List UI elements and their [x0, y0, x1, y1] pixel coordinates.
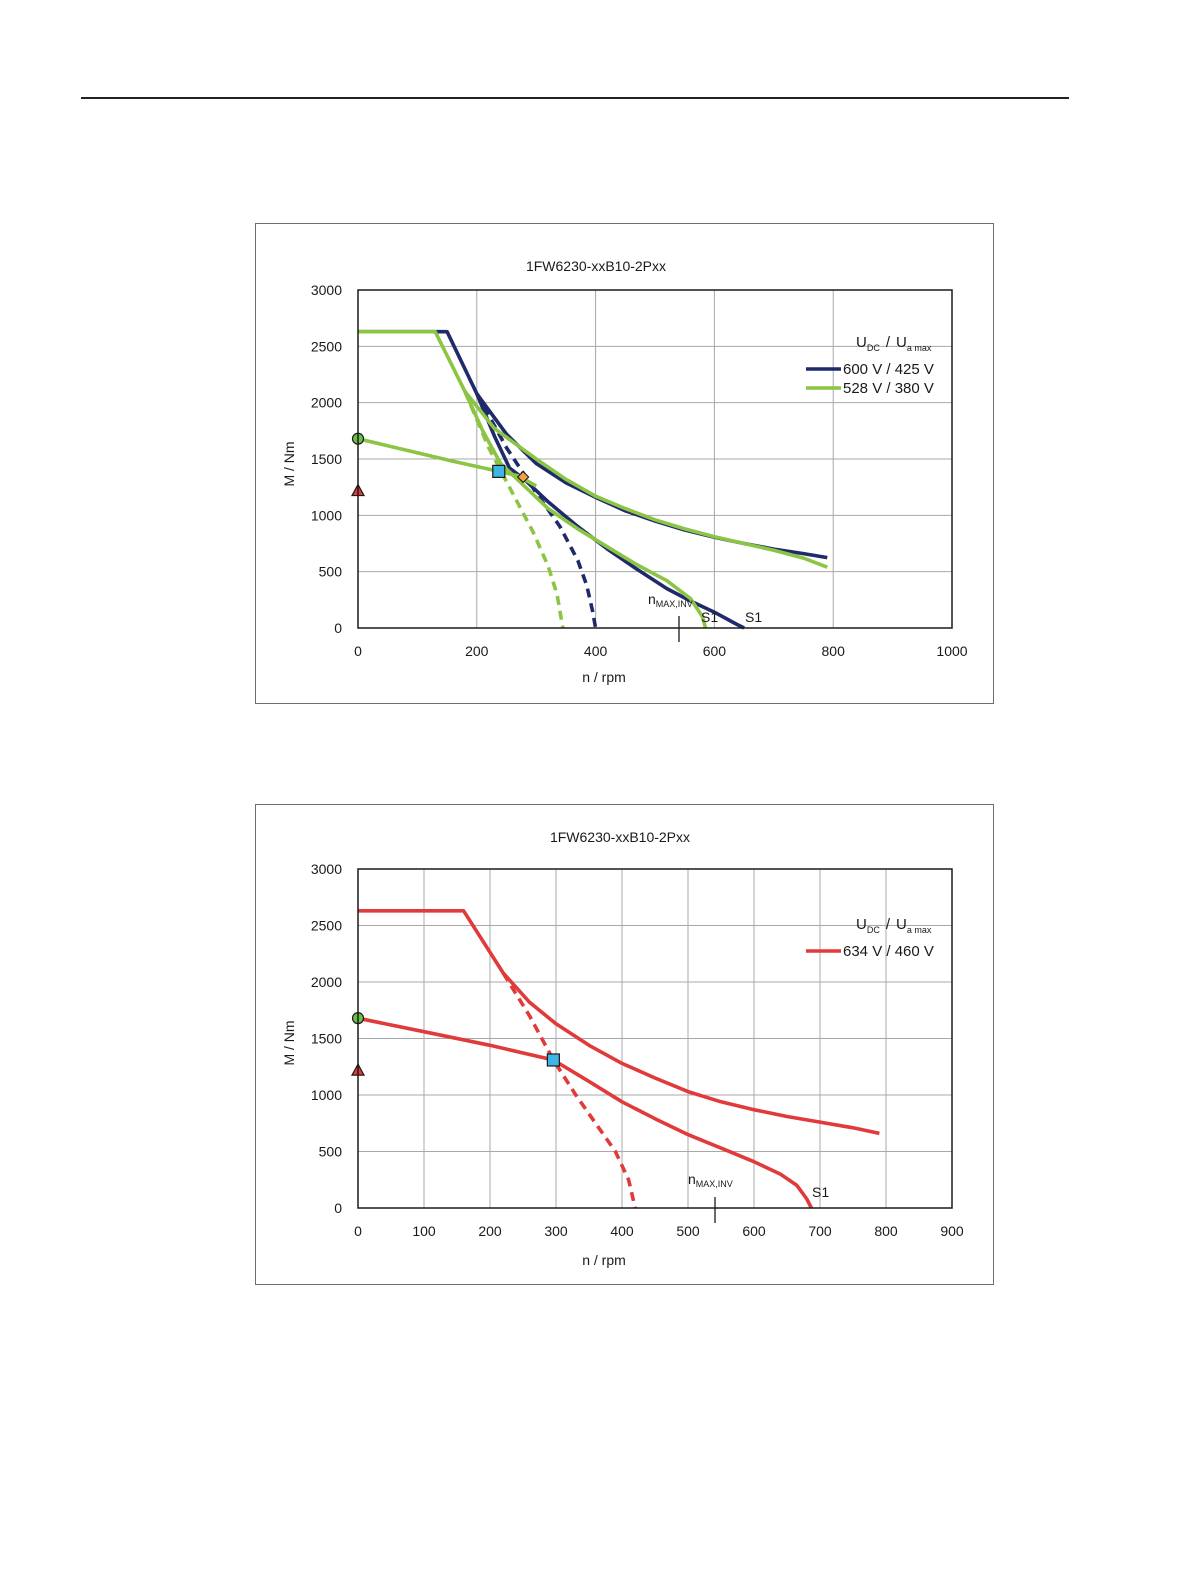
legend-entry: 600 V / 425 V: [843, 361, 934, 378]
y-tick-label: 1500: [311, 451, 342, 467]
y-tick-label: 3000: [311, 282, 342, 298]
x-axis-label: n / rpm: [582, 669, 626, 685]
y-tick-label: 3000: [311, 861, 342, 877]
series-layer: [357, 329, 828, 630]
x-tick-label: 500: [676, 1223, 700, 1239]
y-tick-label: 500: [319, 1144, 343, 1160]
series-line-5: [463, 390, 565, 629]
x-tick-label: 700: [808, 1223, 832, 1239]
chart-1-svg: 1FW6230-xxB10-2Pxx 0 200 400 600 800 1000 0 50…: [281, 258, 968, 685]
x-tick-label: 800: [822, 643, 846, 659]
series-line-3: [358, 329, 828, 569]
torque-speed-chart-1: 1FW6230-xxB10-2Pxx 0 200 400 600 800 1000 0 50…: [255, 223, 994, 704]
y-tick-label: 2500: [311, 338, 342, 354]
series-line-1: [357, 1016, 814, 1209]
series-line-0: [358, 909, 880, 1136]
legend-header: UDC / Ua max: [856, 916, 932, 935]
torque-speed-chart-2: 1FW6230-xxB10-2Pxx 0 100 200 300 400 500 600 70…: [255, 804, 994, 1285]
legend-entry: 528 V / 380 V: [843, 380, 934, 397]
diamond-marker: [516, 470, 530, 484]
x-tick-labels: 0 200 400 600 800 1000: [354, 643, 968, 659]
series-line-2: [475, 392, 598, 629]
y-tick-label: 1000: [311, 1087, 342, 1103]
y-axis-label: M / Nm: [281, 441, 297, 486]
x-tick-labels: 0 100 200 300 400 500 600 700 800 900: [354, 1223, 964, 1239]
series-line-0: [358, 329, 828, 560]
y-tick-label: 2000: [311, 974, 342, 990]
y-tick-label: 2000: [311, 395, 342, 411]
legend: UDC / Ua max 634 V / 460 V: [806, 916, 934, 960]
legend-header: UDC / Ua max: [856, 334, 932, 353]
chart-title: 1FW6230-xxB10-2Pxx: [550, 829, 690, 845]
y-tick-label: 500: [319, 564, 343, 580]
header-rule: [81, 97, 1069, 99]
x-tick-label: 0: [354, 643, 362, 659]
y-tick-labels: 0 500 1000 1500 2000 2500 3000: [311, 861, 342, 1216]
series-line-1: [475, 393, 745, 630]
x-tick-label: 200: [478, 1223, 502, 1239]
x-tick-label: 900: [940, 1223, 964, 1239]
chart-2-svg: 1FW6230-xxB10-2Pxx 0 100 200 300 400 500 600 70…: [281, 829, 964, 1268]
square-marker: [492, 464, 506, 478]
x-tick-label: 600: [703, 643, 727, 659]
x-tick-label: 300: [544, 1223, 568, 1239]
y-tick-label: 2500: [311, 918, 342, 934]
y-axis-label: M / Nm: [281, 1020, 297, 1065]
x-tick-label: 600: [742, 1223, 766, 1239]
square-marker: [546, 1053, 560, 1067]
series-line-4: [463, 390, 708, 629]
series-line-6: [357, 436, 538, 488]
legend-entry: 634 V / 460 V: [843, 943, 934, 960]
x-tick-label: 1000: [936, 643, 967, 659]
series-line-2: [501, 972, 637, 1209]
plot-area: [357, 289, 953, 629]
x-tick-label: 400: [584, 643, 608, 659]
chart-title: 1FW6230-xxB10-2Pxx: [526, 258, 666, 274]
series-layer: [357, 909, 880, 1209]
plot-area: [357, 868, 953, 1209]
s1-label: S1: [701, 609, 718, 625]
y-tick-labels: 0 500 1000 1500 2000 2500 3000: [311, 282, 342, 636]
legend: UDC / Ua max 600 V / 425 V 528 V / 380 V: [806, 334, 934, 397]
y-tick-label: 0: [334, 620, 342, 636]
y-tick-label: 1000: [311, 507, 342, 523]
s1-label: S1: [812, 1184, 829, 1200]
x-tick-label: 200: [465, 643, 489, 659]
y-tick-label: 1500: [311, 1031, 342, 1047]
nmax-inv-label: nMAX,INV: [688, 1171, 733, 1189]
x-tick-label: 0: [354, 1223, 362, 1239]
x-tick-label: 800: [874, 1223, 898, 1239]
s1-label: S1: [745, 609, 762, 625]
nmax-inv-label: nMAX,INV: [648, 591, 693, 609]
y-tick-label: 0: [334, 1200, 342, 1216]
x-axis-label: n / rpm: [582, 1252, 626, 1268]
x-tick-label: 100: [412, 1223, 436, 1239]
x-tick-label: 400: [610, 1223, 634, 1239]
